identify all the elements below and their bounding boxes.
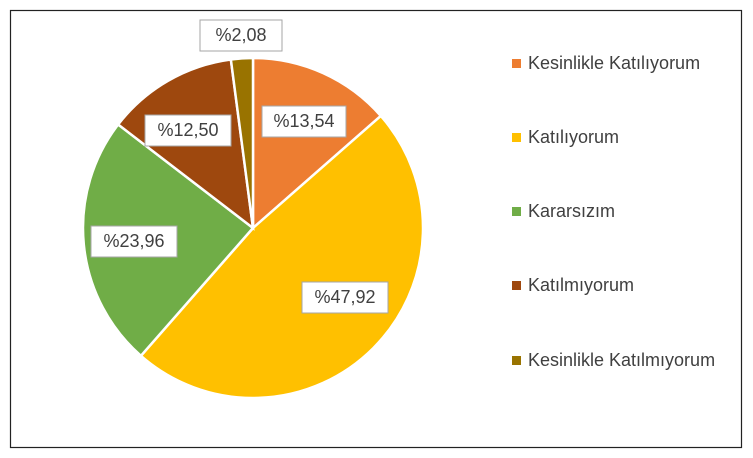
legend-item: Kesinlikle Katılmıyorum <box>512 347 740 373</box>
legend-item: Kararsızım <box>512 198 740 224</box>
legend-swatch <box>512 207 521 216</box>
label-box <box>199 19 283 52</box>
legend-label: Kararsızım <box>528 201 616 221</box>
legend-item: Katılıyorum <box>512 124 740 150</box>
pie-slice <box>229 56 255 229</box>
data-label: %2,08 <box>215 25 266 45</box>
label-box <box>144 114 232 147</box>
legend-swatch <box>512 356 521 365</box>
label-box <box>261 105 347 138</box>
legend-swatch <box>512 59 521 68</box>
legend-item: Kesinlikle Katılıyorum <box>512 50 740 76</box>
legend-swatch <box>512 281 521 290</box>
legend-label: Katılıyorum <box>528 127 620 147</box>
legend-label: Kesinlikle Katılıyorum <box>528 53 701 73</box>
data-label: %47,92 <box>314 287 375 307</box>
pie-slice <box>139 114 425 400</box>
data-label: %12,50 <box>157 120 218 140</box>
legend-label: Kesinlikle Katılmıyorum <box>528 350 716 370</box>
legend-item: Katılmıyorum <box>512 272 740 298</box>
legend-label: Katılmıyorum <box>528 275 635 295</box>
label-box <box>90 225 178 258</box>
legend-swatch <box>512 133 521 142</box>
label-box <box>301 281 389 314</box>
pie-slice <box>251 56 383 231</box>
data-label: %13,54 <box>273 111 334 131</box>
data-label: %23,96 <box>103 231 164 251</box>
